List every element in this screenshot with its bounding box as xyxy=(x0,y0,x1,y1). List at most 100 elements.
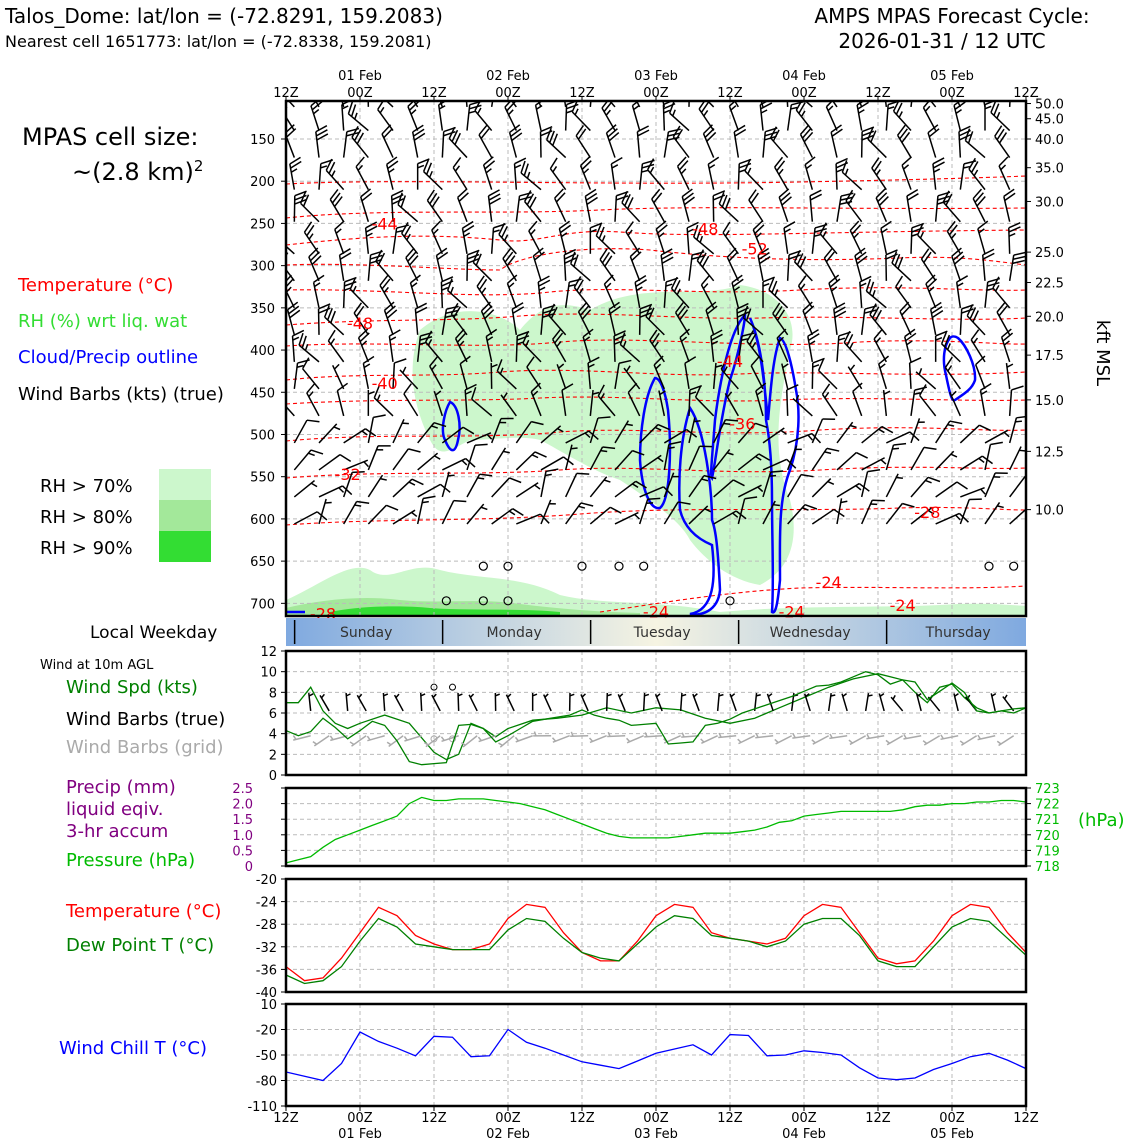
wind-barb-staff xyxy=(871,167,887,191)
wind-barb-10m-grid xyxy=(533,731,552,737)
wind-barb-half-feather xyxy=(849,424,857,429)
y-tick-label: -110 xyxy=(247,1100,277,1115)
wind-barb-staff xyxy=(435,255,444,281)
wind-barb-half-feather xyxy=(308,452,315,457)
precip-tick-label: 1.0 xyxy=(232,829,253,844)
wind-barb-feather xyxy=(570,251,576,265)
wind-barb xyxy=(416,158,430,190)
wind-barb xyxy=(903,328,917,363)
wind-barb-staff xyxy=(431,694,441,712)
wind-barb xyxy=(854,247,868,282)
wind-barb-half-feather xyxy=(329,735,334,741)
dewpoint-line xyxy=(286,915,1026,985)
wind-barb-staff xyxy=(878,693,885,712)
wind-barb-feather xyxy=(467,249,480,256)
wind-barb-half-feather xyxy=(363,363,371,369)
wind-barb-staff xyxy=(679,337,690,363)
wind-barb-feather xyxy=(339,252,352,260)
wind-barb xyxy=(852,382,863,417)
pressure-tick-label: 400 xyxy=(250,344,275,359)
wind-barb-feather xyxy=(922,101,933,109)
wind-barb-feather xyxy=(645,304,652,317)
wind-barb-staff xyxy=(382,692,386,711)
wind-barb-half-feather xyxy=(906,340,913,346)
wind-barb-feather xyxy=(724,197,731,210)
wind-barb-feather xyxy=(982,248,995,256)
wind-barb-feather xyxy=(870,130,877,143)
bottom-hour-label: 00Z xyxy=(791,1111,817,1126)
wind-barb-feather xyxy=(992,276,1000,289)
calm-marker xyxy=(614,561,624,571)
wind-barb-half-feather xyxy=(950,232,957,239)
wind-barb-half-feather xyxy=(693,693,698,698)
wind-barb-half-feather xyxy=(380,477,387,481)
wind-barb-staff xyxy=(695,396,715,417)
wind-barb-half-feather xyxy=(848,739,853,744)
legend-precip-accum: 3-hr accum xyxy=(66,821,168,842)
wind-barb-half-feather xyxy=(354,112,358,120)
wind-barb-staff xyxy=(552,735,570,743)
wind-barb-staff xyxy=(849,735,867,746)
top-hour-label: 00Z xyxy=(643,86,669,101)
wind-barb-half-feather xyxy=(704,508,712,513)
wind-barb-half-feather xyxy=(913,392,921,396)
wind-barb-feather xyxy=(365,225,378,233)
wind-barb-staff xyxy=(726,256,740,282)
wind-barb-feather xyxy=(576,279,584,292)
wind-barb-feather xyxy=(748,189,757,201)
wind-barb-staff xyxy=(852,391,863,417)
wind-barb xyxy=(491,508,524,525)
wind-barb xyxy=(487,189,501,222)
wind-barb-staff xyxy=(836,335,840,362)
wind-barb xyxy=(638,497,661,525)
wind-barb xyxy=(603,274,616,309)
wind-barb-feather xyxy=(970,329,980,341)
wind-barb-half-feather xyxy=(454,165,461,172)
wind-barb-feather xyxy=(942,190,950,203)
wind-barb-staff xyxy=(804,164,814,190)
wind-barb-feather xyxy=(349,277,357,290)
wind-barb xyxy=(504,101,518,131)
wind-barb xyxy=(833,302,847,335)
wind-barb-staff xyxy=(908,362,912,389)
wind-barb-feather xyxy=(681,188,693,198)
wind-barb xyxy=(433,390,444,417)
wind-barb-staff xyxy=(286,309,296,336)
wind-barb-staff xyxy=(416,335,422,362)
wind-barb-feather xyxy=(310,449,324,455)
wind-barb-staff xyxy=(589,417,599,444)
wind-barb-staff xyxy=(885,503,903,525)
wind-barb-feather xyxy=(403,78,415,88)
wind-barb-half-feather xyxy=(532,390,539,397)
wind-barb xyxy=(785,101,789,107)
wind-barb-feather xyxy=(845,189,854,202)
wind-barb-half-feather xyxy=(578,505,586,509)
wind-barb-half-feather xyxy=(432,228,439,235)
wind-barb-feather xyxy=(625,221,634,233)
wind-barb-half-feather xyxy=(276,233,282,239)
wind-barb-feather xyxy=(403,383,412,395)
top-hour-label: 00Z xyxy=(939,86,965,101)
wind-barb-staff xyxy=(478,735,496,743)
wind-barb xyxy=(303,221,320,255)
wind-barb-feather xyxy=(974,192,984,203)
wind-barb xyxy=(508,124,523,158)
wind-barb xyxy=(696,249,715,282)
wind-barb-feather xyxy=(580,502,594,507)
wind-barb-half-feather xyxy=(778,336,785,343)
wind-barb-staff xyxy=(310,105,320,131)
bottom-date-label: 03 Feb xyxy=(634,1127,678,1140)
wind-barb-staff xyxy=(917,234,937,255)
wind-barb-staff xyxy=(755,390,764,417)
wind-barb-half-feather xyxy=(411,511,418,518)
wind-barb-half-feather xyxy=(583,168,590,174)
wind-barb-feather xyxy=(299,191,307,204)
wind-barb-staff xyxy=(627,101,641,108)
wind-barb-half-feather xyxy=(411,282,418,288)
wind-barb-feather xyxy=(431,220,442,231)
wind-barb-staff xyxy=(305,101,320,108)
wind-barb-staff xyxy=(610,163,616,190)
wind-barb-feather xyxy=(559,224,572,234)
wind-barb-half-feather xyxy=(978,457,985,464)
wind-barb-feather xyxy=(774,306,783,318)
